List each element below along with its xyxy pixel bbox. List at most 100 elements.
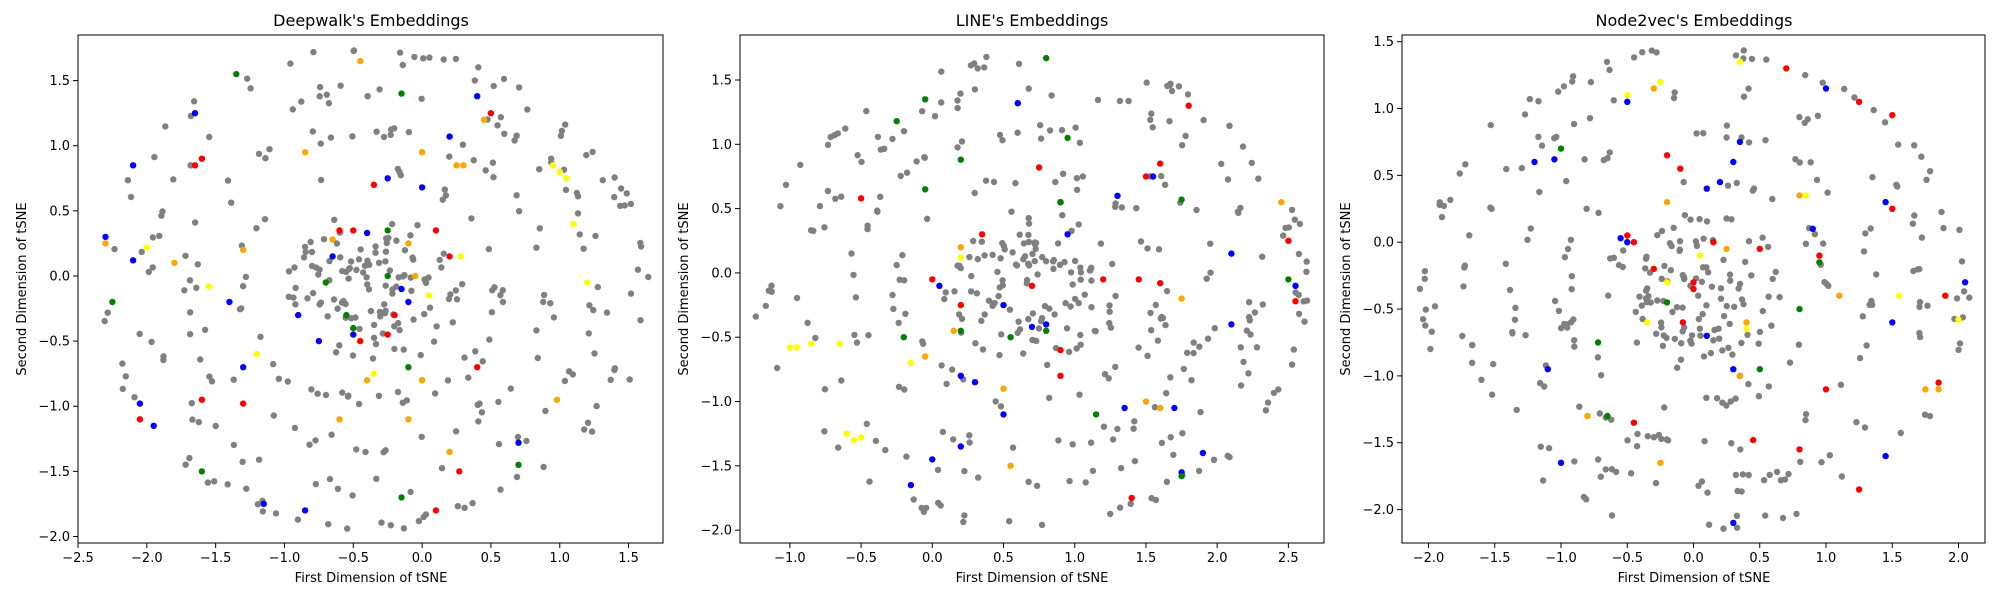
point-gray — [326, 475, 334, 483]
point-red — [1292, 298, 1299, 305]
point-gray — [1527, 225, 1535, 232]
point-yellow — [253, 350, 261, 358]
point-gray — [983, 53, 990, 61]
point-gray — [974, 255, 981, 263]
point-orange — [957, 244, 964, 251]
point-gray — [238, 305, 245, 312]
point-gray — [452, 287, 459, 294]
point-gray — [1727, 398, 1735, 405]
point-gray — [1924, 302, 1931, 309]
point-gray — [382, 258, 389, 265]
point-yellow — [570, 220, 577, 228]
point-gray — [257, 333, 264, 340]
point-gray — [1570, 120, 1578, 128]
point-gray — [346, 265, 353, 272]
point-red — [1663, 152, 1671, 159]
point-gray — [584, 419, 592, 426]
point-gray — [1568, 285, 1575, 293]
x-tick-label: −1.0 — [774, 551, 806, 566]
point-blue — [1114, 192, 1121, 199]
point-gray — [230, 376, 237, 383]
point-gray — [304, 295, 311, 302]
point-gray — [1518, 164, 1526, 172]
point-gray — [967, 62, 975, 69]
point-gray — [1059, 170, 1067, 177]
point-blue — [1292, 282, 1299, 289]
point-gray — [1226, 122, 1233, 129]
point-gray — [407, 488, 414, 496]
point-gray — [317, 176, 325, 184]
point-gray — [138, 248, 145, 256]
point-gray — [1052, 178, 1059, 186]
point-gray — [1669, 308, 1676, 316]
point-blue — [446, 133, 453, 140]
point-gray — [453, 296, 461, 303]
point-gray — [821, 386, 829, 393]
point-gray — [1163, 390, 1170, 397]
point-gray — [1488, 391, 1496, 398]
point-gray — [1037, 318, 1045, 325]
point-gray — [1014, 129, 1021, 136]
point-gray — [1680, 178, 1687, 186]
point-gray — [812, 334, 819, 342]
point-gray — [330, 296, 338, 303]
point-gray — [804, 319, 811, 326]
point-blue — [136, 400, 144, 407]
point-gray — [934, 466, 942, 474]
point-gray — [1131, 418, 1138, 425]
point-gray — [971, 86, 979, 93]
point-gray — [497, 292, 504, 299]
point-orange — [171, 259, 178, 267]
point-gray — [181, 287, 188, 294]
point-gray — [1911, 212, 1918, 219]
point-gray — [489, 287, 496, 294]
point-gray — [923, 504, 930, 512]
point-gray — [472, 348, 479, 355]
point-gray — [355, 400, 363, 408]
point-gray — [999, 277, 1006, 284]
x-tick-label: 2.5 — [1278, 551, 1299, 566]
point-blue — [1822, 85, 1830, 92]
point-gray — [1738, 488, 1745, 495]
point-gray — [1610, 97, 1618, 104]
point-gray — [838, 193, 845, 200]
point-gray — [309, 128, 316, 135]
point-gray — [380, 133, 388, 141]
point-gray — [588, 428, 596, 435]
point-gray — [449, 319, 456, 326]
subplot-title: Node2vec's Embeddings — [1596, 11, 1793, 30]
x-tick-label: 1.5 — [618, 551, 639, 566]
point-gray — [1797, 458, 1804, 465]
point-orange — [1796, 192, 1803, 199]
point-gray — [1503, 165, 1510, 173]
point-gray — [1170, 451, 1177, 459]
point-gray — [547, 300, 554, 307]
point-gray — [1733, 179, 1741, 187]
point-gray — [1295, 310, 1303, 318]
point-gray — [1802, 416, 1809, 424]
point-gray — [1025, 214, 1032, 222]
subplot-line: LINE's Embeddings First Dimension of tSN… — [677, 11, 1325, 586]
point-gray — [387, 126, 395, 133]
point-gray — [1561, 254, 1569, 261]
point-gray — [1715, 325, 1722, 332]
point-gray — [599, 177, 606, 184]
point-gray — [534, 354, 541, 362]
point-blue — [1703, 185, 1711, 192]
point-orange — [1743, 319, 1750, 326]
point-gray — [542, 407, 549, 415]
point-gray — [585, 330, 592, 337]
point-gray — [353, 266, 360, 274]
point-blue — [329, 253, 336, 260]
point-yellow — [425, 292, 433, 299]
point-blue — [1624, 239, 1631, 246]
point-gray — [561, 377, 569, 385]
point-gray — [1270, 389, 1278, 397]
point-red — [1057, 346, 1064, 354]
point-gray — [349, 133, 356, 140]
point-gray — [1012, 179, 1019, 187]
point-gray — [357, 246, 364, 253]
point-yellow — [1663, 279, 1671, 286]
point-gray — [1551, 297, 1559, 305]
point-orange — [405, 416, 412, 423]
